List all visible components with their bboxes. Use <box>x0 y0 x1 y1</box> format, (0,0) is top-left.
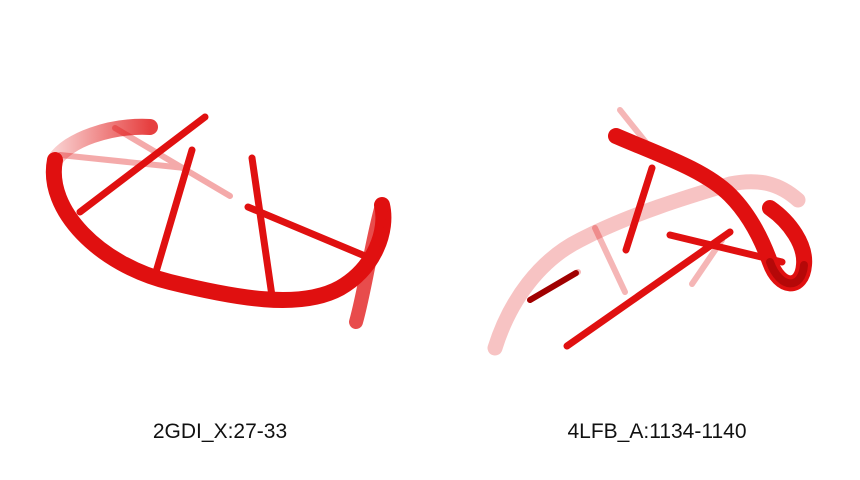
structure-label: 4LFB_A:1134-1140 <box>567 420 747 443</box>
backbone-strand <box>608 128 813 292</box>
backbone-faded <box>487 174 806 356</box>
base-rung-dark <box>527 270 579 303</box>
rna-structure-4lfb <box>487 107 813 356</box>
backbone-end <box>349 198 389 329</box>
backbone-tail <box>47 118 158 168</box>
backbone-shadow <box>766 258 808 288</box>
background-rungs <box>57 125 233 199</box>
structure-panel-right: 4LFB_A:1134-1140 <box>430 0 860 480</box>
backbone-strand <box>45 152 392 308</box>
structure-panel-left: 2GDI_X:27-33 <box>45 113 392 443</box>
structure-label: 2GDI_X:27-33 <box>152 420 288 443</box>
rna-structure-2gdi <box>45 113 392 329</box>
base-pair-rungs <box>76 113 369 300</box>
